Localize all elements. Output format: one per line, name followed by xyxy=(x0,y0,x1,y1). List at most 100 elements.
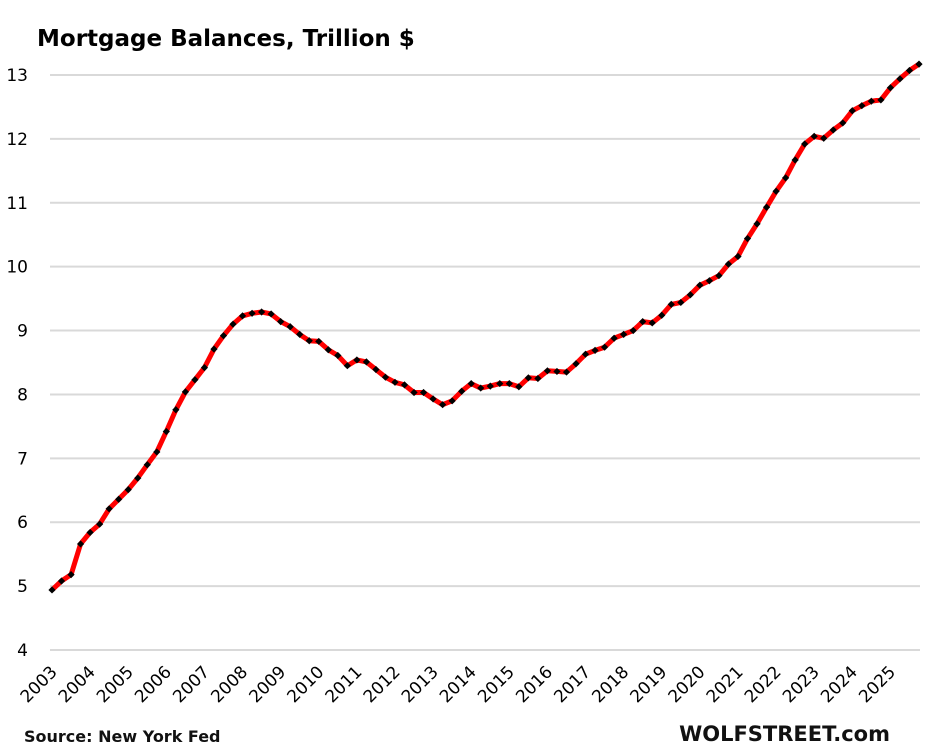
data-point xyxy=(629,326,637,335)
data-point xyxy=(181,388,189,396)
data-point xyxy=(86,528,94,537)
data-point xyxy=(315,337,323,346)
data-point xyxy=(648,319,656,327)
x-tick-label: 2006 xyxy=(131,662,176,707)
data-point xyxy=(791,156,799,164)
data-point xyxy=(134,474,142,482)
data-point xyxy=(191,376,199,384)
data-point xyxy=(915,60,923,68)
data-point xyxy=(467,379,475,388)
data-point xyxy=(391,378,399,386)
data-point xyxy=(153,448,161,456)
data-point xyxy=(600,343,609,351)
data-point xyxy=(410,388,418,397)
x-tick-label: 2003 xyxy=(17,662,62,707)
y-tick-label: 13 xyxy=(6,66,28,86)
x-tick-label: 2016 xyxy=(512,662,557,707)
y-tick-label: 11 xyxy=(6,194,28,214)
data-point xyxy=(219,332,228,340)
x-tick-label: 2022 xyxy=(741,662,786,707)
data-point xyxy=(620,330,628,338)
data-point xyxy=(724,260,733,268)
data-point xyxy=(48,586,56,594)
x-tick-label: 2010 xyxy=(284,662,329,707)
data-point xyxy=(439,401,447,409)
x-tick-label: 2004 xyxy=(55,662,100,707)
data-point xyxy=(505,379,513,388)
data-point xyxy=(115,495,123,503)
y-tick-label: 9 xyxy=(17,322,28,342)
data-point xyxy=(762,203,771,211)
x-tick-label: 2015 xyxy=(474,662,519,707)
data-point xyxy=(305,337,313,345)
x-tick-label: 2014 xyxy=(436,662,481,707)
data-point xyxy=(458,387,466,395)
x-tick-label: 2008 xyxy=(207,662,252,707)
data-point xyxy=(419,388,428,397)
data-point xyxy=(172,406,180,414)
data-point xyxy=(877,96,885,104)
data-point xyxy=(124,486,132,494)
data-point xyxy=(848,107,856,115)
x-tick-label: 2018 xyxy=(588,662,633,707)
x-axis-ticks: 2003200420052006200720082009201020112012… xyxy=(17,662,900,707)
data-point xyxy=(372,365,380,374)
data-point xyxy=(381,373,390,381)
data-point xyxy=(829,126,837,134)
data-point xyxy=(591,346,599,354)
x-tick-label: 2019 xyxy=(627,662,672,707)
data-point xyxy=(57,577,66,585)
data-point xyxy=(801,140,809,148)
data-point xyxy=(743,234,752,243)
data-point xyxy=(734,252,742,261)
data-point xyxy=(448,397,456,405)
y-tick-label: 6 xyxy=(17,513,28,533)
data-point xyxy=(524,374,532,382)
data-point xyxy=(782,174,790,182)
x-tick-label: 2024 xyxy=(817,662,862,707)
y-tick-label: 10 xyxy=(6,258,28,278)
data-point xyxy=(839,119,847,127)
data-point xyxy=(858,102,866,110)
x-tick-label: 2021 xyxy=(703,662,748,707)
data-point xyxy=(267,310,275,318)
data-point xyxy=(696,281,704,289)
data-point xyxy=(896,75,904,83)
data-point xyxy=(886,84,895,92)
x-tick-label: 2007 xyxy=(169,662,214,707)
x-tick-label: 2009 xyxy=(245,662,290,707)
data-point xyxy=(324,346,332,354)
data-point xyxy=(248,309,256,317)
data-point xyxy=(610,334,618,342)
x-tick-label: 2011 xyxy=(322,662,367,707)
data-point xyxy=(162,427,170,436)
y-tick-label: 8 xyxy=(17,385,28,405)
x-tick-label: 2012 xyxy=(360,662,405,707)
data-point xyxy=(200,364,209,372)
data-point xyxy=(238,312,247,320)
data-point xyxy=(677,298,685,307)
series-line xyxy=(50,62,921,592)
data-point xyxy=(867,97,875,105)
source-note: Source: New York Fed xyxy=(24,727,221,746)
data-point xyxy=(429,395,437,403)
data-point xyxy=(210,345,218,353)
data-point xyxy=(286,323,294,331)
brand-watermark: WOLFSTREET.com xyxy=(679,722,890,746)
data-point xyxy=(572,360,580,368)
y-axis-ticks: 4 5 6 7 8 9 10 11 12 13 xyxy=(6,66,28,661)
x-tick-label: 2025 xyxy=(855,662,900,707)
y-tick-label: 12 xyxy=(6,130,28,150)
data-point xyxy=(905,66,914,75)
data-point xyxy=(105,505,113,513)
data-point xyxy=(658,311,666,319)
data-point xyxy=(486,382,494,390)
data-point xyxy=(581,350,590,358)
data-point xyxy=(477,384,485,392)
data-point xyxy=(772,187,780,195)
x-tick-label: 2005 xyxy=(93,662,138,707)
x-tick-label: 2020 xyxy=(665,662,710,707)
data-point xyxy=(353,356,361,364)
data-point xyxy=(753,220,761,228)
